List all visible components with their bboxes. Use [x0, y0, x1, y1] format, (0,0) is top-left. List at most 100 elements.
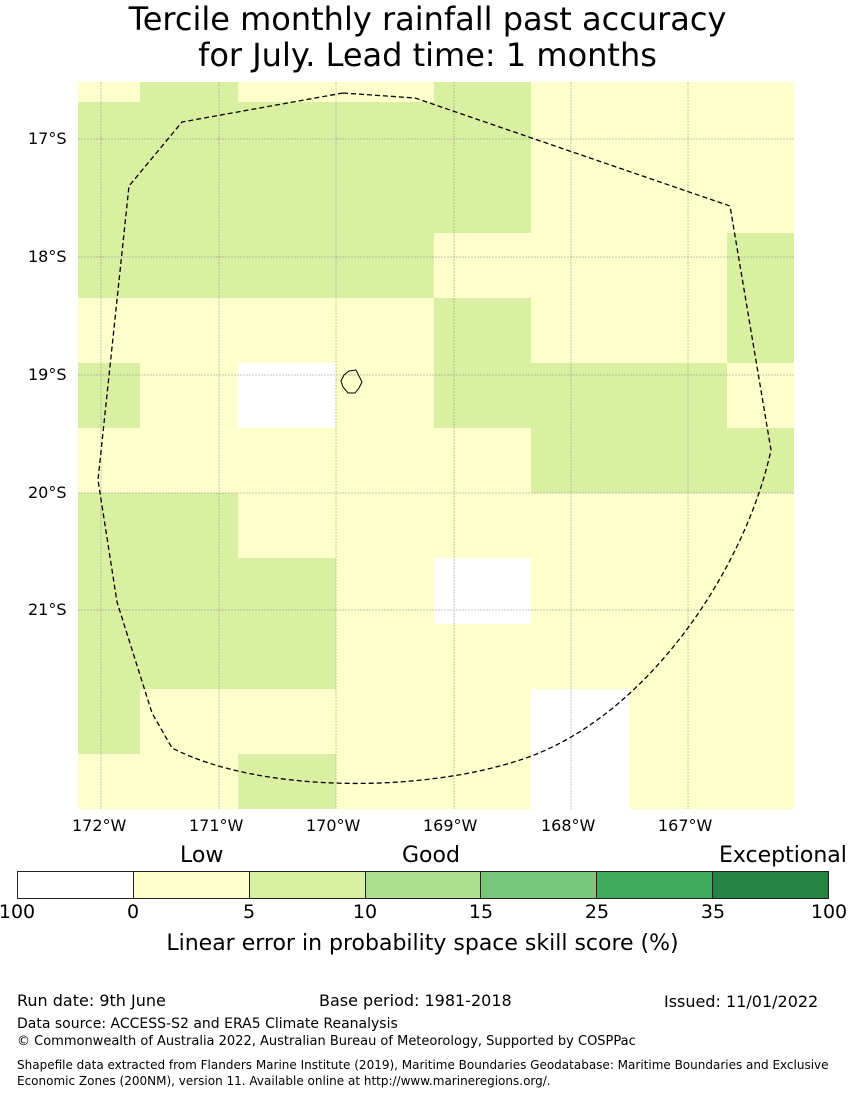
skill-cell — [434, 233, 531, 298]
lat-label-21s: 21°S — [28, 600, 67, 619]
skill-cell — [78, 298, 140, 363]
skill-cell — [629, 754, 727, 809]
skill-cell — [336, 298, 434, 363]
lon-label-167w: 167°W — [658, 816, 713, 835]
colorbar-tick: 15 — [468, 901, 494, 923]
skill-cell — [629, 558, 727, 624]
skill-cell — [238, 558, 336, 624]
lon-label-168w: 168°W — [541, 816, 596, 835]
skill-cell — [727, 298, 794, 363]
skill-cell — [727, 754, 794, 809]
skill-cell — [140, 167, 238, 233]
skill-cell — [78, 428, 140, 493]
skill-score-map — [78, 82, 794, 809]
skill-cell — [531, 493, 629, 558]
skill-cell — [434, 82, 531, 102]
skill-cell — [336, 558, 434, 624]
skill-grid-cells — [78, 82, 794, 809]
skill-cell — [238, 493, 336, 558]
skill-cell — [78, 82, 140, 102]
skill-cell — [629, 102, 727, 167]
lat-label-19s: 19°S — [28, 365, 67, 384]
skill-cell — [336, 428, 434, 493]
skill-cell — [531, 82, 629, 102]
colorbar-segment — [365, 872, 482, 898]
colorbar-tick: 35 — [700, 901, 726, 923]
skill-cell — [140, 102, 238, 167]
skill-cell — [336, 689, 434, 754]
skill-cell — [727, 428, 794, 493]
skill-cell — [238, 233, 336, 298]
lon-label-169w: 169°W — [423, 816, 478, 835]
colorbar-tick: 5 — [242, 901, 256, 923]
skill-cell — [727, 233, 794, 298]
skill-cell — [336, 363, 434, 428]
skill-cell — [727, 82, 794, 102]
skill-cell — [238, 624, 336, 689]
skill-cell — [336, 493, 434, 558]
skill-cell — [629, 689, 727, 754]
map-title-line2: for July. Lead time: 1 months — [198, 36, 657, 74]
skill-cell — [727, 624, 794, 689]
legend-category-low: Low — [180, 843, 224, 868]
skill-cell — [434, 102, 531, 167]
skill-cell — [531, 558, 629, 624]
skill-cell — [629, 82, 727, 102]
legend-category-good: Good — [402, 843, 460, 868]
skill-cell — [727, 493, 794, 558]
map-title-line1: Tercile monthly rainfall past accuracy — [128, 0, 727, 38]
colorbar-segment — [597, 872, 714, 898]
skill-cell — [434, 493, 531, 558]
skill-cell — [531, 363, 629, 428]
skill-cell — [727, 102, 794, 167]
copyright: © Commonwealth of Australia 2022, Austra… — [17, 1034, 636, 1049]
skill-cell — [336, 233, 434, 298]
skill-cell — [238, 428, 336, 493]
skill-cell — [434, 167, 531, 233]
skill-cell — [238, 167, 336, 233]
skill-cell — [238, 298, 336, 363]
skill-cell — [727, 167, 794, 233]
skill-cell — [336, 102, 434, 167]
colorbar-segment — [18, 872, 134, 898]
skill-cell — [238, 754, 336, 809]
skill-cell — [531, 298, 629, 363]
lon-label-170w: 170°W — [306, 816, 361, 835]
lat-label-20s: 20°S — [28, 483, 67, 502]
colorbar-segment — [481, 872, 598, 898]
colorbar-segment — [713, 872, 829, 898]
skill-cell — [434, 689, 531, 754]
skill-cell — [531, 167, 629, 233]
colorbar-segment — [249, 872, 366, 898]
skill-cell — [238, 82, 336, 102]
shapefile-credit-line2: Economic Zones (200NM), version 11. Avai… — [17, 1074, 551, 1088]
colorbar-tick: 25 — [584, 901, 610, 923]
lon-label-172w: 172°W — [72, 816, 127, 835]
skill-cell — [140, 233, 238, 298]
skill-cell — [140, 689, 238, 754]
skill-cell — [140, 298, 238, 363]
skill-cell — [629, 363, 727, 428]
niue-island-outline — [340, 369, 363, 394]
lon-label-171w: 171°W — [189, 816, 244, 835]
skill-cell — [629, 298, 727, 363]
run-date: Run date: 9th June — [17, 991, 166, 1010]
skill-cell — [140, 82, 238, 102]
lat-label-17s: 17°S — [28, 129, 67, 148]
skill-cell — [140, 363, 238, 428]
colorbar-tick: 100 — [0, 901, 36, 923]
eez-boundary — [97, 92, 772, 785]
skill-cell — [434, 558, 531, 624]
skill-cell — [727, 689, 794, 754]
lat-label-18s: 18°S — [28, 247, 67, 266]
skill-cell — [238, 689, 336, 754]
skill-cell — [629, 428, 727, 493]
base-period: Base period: 1981-2018 — [319, 991, 512, 1010]
skill-cell — [434, 754, 531, 809]
skill-cell — [727, 558, 794, 624]
skill-cell — [531, 624, 629, 689]
skill-cell — [238, 102, 336, 167]
skill-cell — [336, 167, 434, 233]
skill-cell — [629, 493, 727, 558]
skill-cell — [238, 363, 336, 428]
